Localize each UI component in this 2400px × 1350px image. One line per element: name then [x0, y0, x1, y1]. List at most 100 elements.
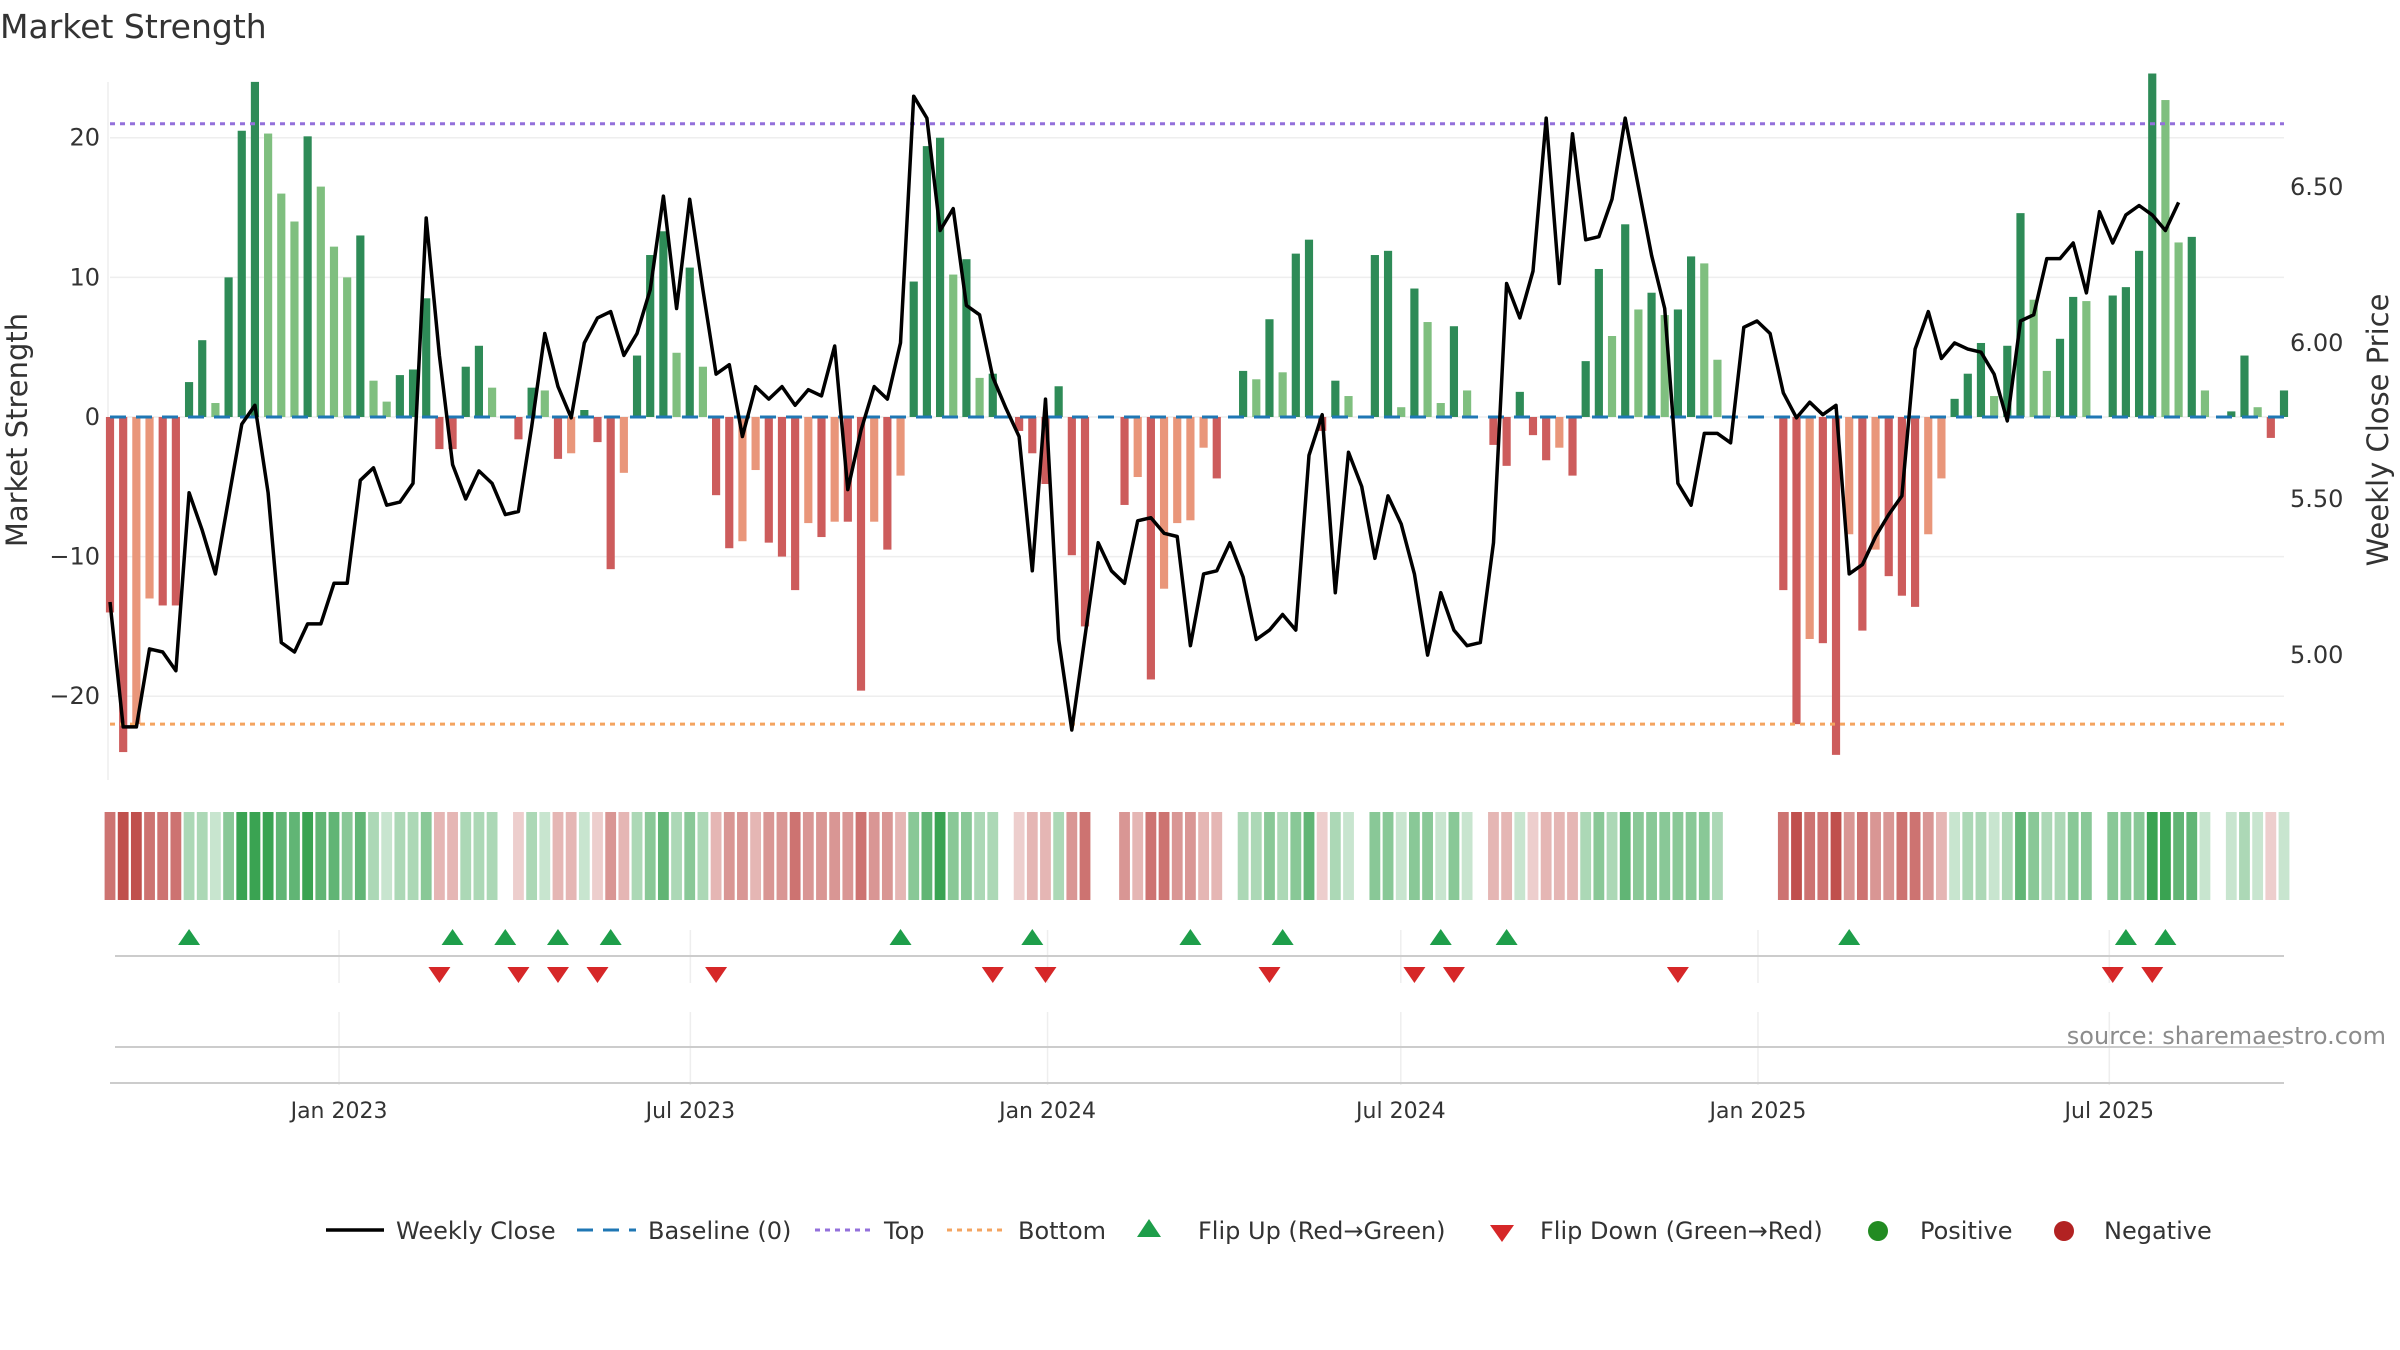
heat-cell	[921, 812, 933, 900]
heat-cell	[1593, 812, 1605, 900]
x-tick-label: Jul 2024	[1354, 1099, 1446, 1124]
heat-cell	[2001, 812, 2013, 900]
strength-bar	[474, 345, 484, 417]
y-tick-label: 20	[69, 124, 100, 152]
heat-cell	[1198, 812, 1209, 900]
heat-cell	[789, 812, 801, 900]
strength-bar	[725, 416, 734, 549]
heat-cell	[1936, 812, 1947, 900]
flip-down-marker	[2141, 967, 2164, 983]
strength-bar	[382, 401, 391, 417]
y-axis-label: Market Strength	[0, 313, 34, 547]
flip-down-marker	[428, 967, 451, 983]
heat-cell	[1382, 812, 1394, 900]
strength-bar	[2227, 411, 2236, 417]
strength-bar	[356, 235, 365, 417]
heat-cell	[275, 812, 287, 900]
strength-bar	[264, 133, 273, 417]
strength-bar	[856, 416, 866, 691]
strength-bar	[1370, 255, 1379, 417]
strength-bar	[343, 277, 352, 417]
legend-bottom-label: Bottom	[1018, 1217, 1106, 1245]
strength-bar	[764, 416, 773, 543]
heat-cell	[1237, 812, 1249, 900]
flip-down-marker	[1442, 967, 1465, 983]
y2-tick-label: 5.50	[2290, 485, 2343, 513]
strength-bar	[1489, 416, 1498, 445]
heat-cell	[513, 812, 524, 900]
strength-bar	[1080, 416, 1090, 627]
legend-flip-up-icon	[1137, 1219, 1161, 1237]
strength-bar	[580, 410, 589, 417]
heat-cell	[1488, 812, 1499, 900]
y2-tick-label: 5.00	[2290, 641, 2343, 669]
strength-bar	[606, 416, 615, 570]
strength-bar	[1528, 416, 1538, 436]
heat-cell	[1329, 812, 1341, 900]
heat-cell	[1132, 812, 1144, 900]
heat-cell	[1145, 812, 1157, 900]
heat-cell	[829, 812, 841, 900]
heat-cell	[1804, 812, 1816, 900]
flip-down-marker	[1403, 967, 1426, 983]
heat-cell	[1158, 812, 1170, 900]
y2-tick-label: 6.50	[2290, 173, 2343, 201]
strength-bar	[817, 416, 826, 538]
strength-bar	[1858, 416, 1867, 631]
heat-cell	[763, 812, 775, 900]
heat-cell	[816, 812, 827, 900]
x-axis: Jan 2023 Jul 2023 Jan 2024 Jul 2024 Jan 2025…	[110, 1082, 2284, 1124]
strength-bar	[2042, 370, 2051, 417]
strength-bar	[198, 340, 207, 417]
heat-cell	[2265, 812, 2277, 900]
heat-cell	[895, 812, 906, 900]
heat-cell	[1514, 812, 1526, 900]
strength-bar	[843, 416, 852, 522]
heat-cell	[486, 812, 498, 900]
heat-cell	[592, 812, 603, 900]
heat-cell	[1949, 812, 1961, 900]
flip-down-marker	[705, 967, 728, 983]
strength-bar	[698, 366, 707, 417]
strength-bar	[1950, 398, 1959, 417]
flip-up-marker	[599, 929, 622, 945]
strength-bar	[1621, 224, 1630, 417]
heat-cell	[1316, 812, 1328, 900]
strength-bar	[1607, 336, 1617, 417]
heat-cell	[1369, 812, 1381, 900]
heat-cell	[1685, 812, 1697, 900]
heat-cell	[210, 812, 221, 900]
strength-bar	[2055, 338, 2065, 417]
strength-bar	[1449, 326, 1459, 417]
strength-bar	[119, 416, 128, 753]
reference-lines	[110, 122, 2284, 726]
legend-top-label: Top	[883, 1217, 925, 1245]
strength-bar	[1542, 416, 1551, 461]
heat-cell	[855, 812, 867, 900]
heat-cell	[302, 812, 314, 900]
strength-bar	[988, 373, 997, 417]
gridlines	[107, 82, 2284, 1085]
legend-negative-label: Negative	[2104, 1217, 2212, 1245]
heat-cell	[1856, 812, 1868, 900]
heat-cell	[1119, 812, 1130, 900]
heat-cell	[2186, 812, 2198, 900]
flip-down-marker	[586, 967, 609, 983]
heat-cell	[2107, 812, 2119, 900]
strength-bar	[1818, 416, 1827, 644]
strength-bar	[1937, 416, 1946, 479]
heat-cell	[1013, 812, 1025, 900]
strength-bar	[2029, 299, 2038, 417]
strength-bar	[1133, 416, 1142, 478]
strength-bar	[1568, 416, 1577, 476]
strength-bar	[132, 416, 141, 725]
legend-negative-icon	[2054, 1221, 2074, 1241]
strength-bar	[1990, 396, 1999, 417]
strength-bar	[1792, 416, 1801, 725]
strength-bar	[1199, 416, 1208, 448]
strength-bar	[2003, 345, 2012, 417]
heat-cell	[868, 812, 880, 900]
strength-bar	[1687, 256, 1696, 417]
heat-cell	[315, 812, 327, 900]
heat-cell	[1619, 812, 1631, 900]
